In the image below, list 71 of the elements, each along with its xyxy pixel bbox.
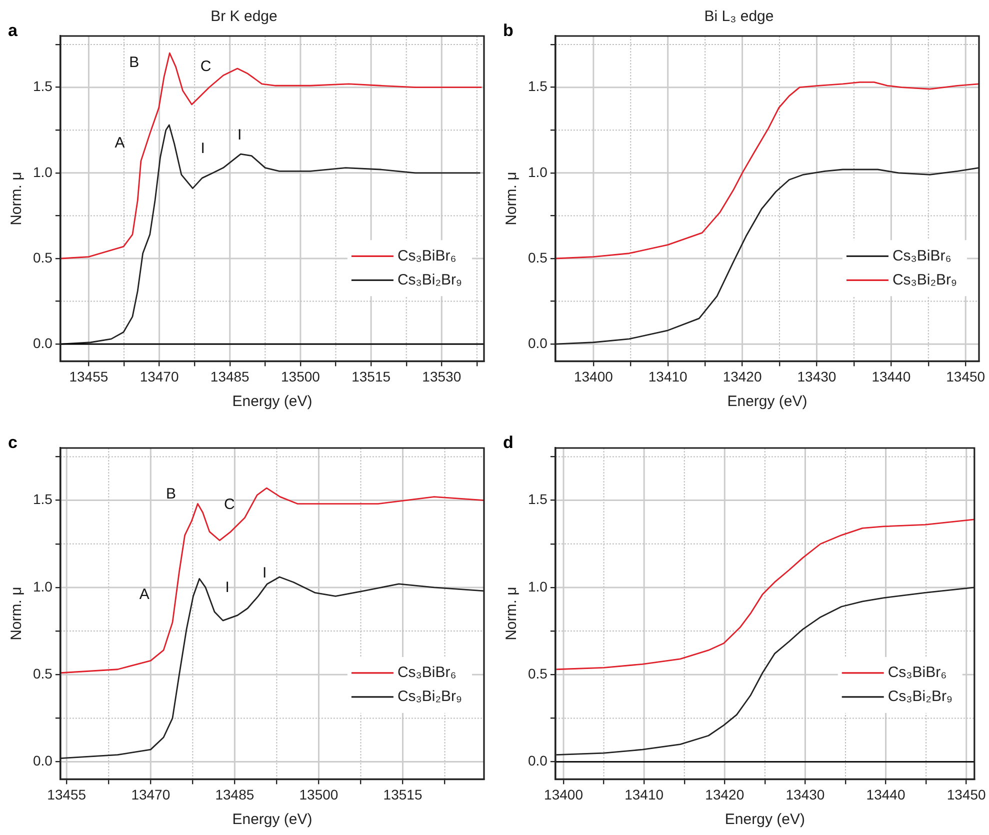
chart-title: Bi L₃ edge bbox=[704, 8, 774, 26]
y-axis-title: Norm. μ bbox=[503, 586, 520, 640]
x-tick-label: 13410 bbox=[648, 368, 688, 384]
y-tick-label: 0.0 bbox=[528, 334, 548, 351]
annotation: B bbox=[129, 54, 140, 71]
x-axis-title: Energy (eV) bbox=[232, 811, 312, 828]
y-tick-label: 0.5 bbox=[528, 249, 548, 266]
x-tick-label: 13440 bbox=[866, 786, 906, 802]
x-axis-title: Energy (eV) bbox=[232, 393, 312, 410]
annotation: A bbox=[139, 586, 150, 603]
annotation: A bbox=[114, 134, 125, 152]
y-axis-title: Norm. μ bbox=[8, 586, 26, 640]
y-tick-label: 0.5 bbox=[32, 249, 53, 266]
x-tick-label: 13455 bbox=[47, 786, 86, 802]
annotation: I bbox=[225, 579, 230, 596]
annotation: C bbox=[200, 58, 212, 76]
x-axis-title: Energy (eV) bbox=[724, 811, 805, 828]
x-tick-label: 13430 bbox=[786, 786, 825, 802]
x-tick-label: 13485 bbox=[215, 786, 254, 802]
y-tick-label: 1.0 bbox=[528, 164, 548, 180]
chart-title: Br K edge bbox=[210, 8, 278, 26]
annotation: I bbox=[262, 564, 267, 582]
x-tick-label: 13470 bbox=[140, 368, 179, 384]
y-tick-label: 1.5 bbox=[528, 78, 548, 94]
x-tick-label: 13430 bbox=[797, 368, 836, 384]
y-tick-label: 1.0 bbox=[32, 164, 53, 180]
annotation: I bbox=[238, 126, 242, 144]
x-tick-label: 13515 bbox=[352, 368, 391, 384]
y-tick-label: 0.0 bbox=[32, 334, 53, 351]
y-tick-label: 1.0 bbox=[32, 578, 53, 594]
y-tick-label: 0.0 bbox=[528, 752, 548, 769]
y-axis-title: Norm. μ bbox=[8, 172, 26, 226]
y-tick-label: 0.5 bbox=[528, 665, 548, 682]
legend-label: Cs₃Bi₂Br₉ bbox=[888, 688, 952, 706]
x-tick-label: 13410 bbox=[624, 786, 664, 802]
y-axis-title: Norm. μ bbox=[503, 172, 520, 226]
x-tick-label: 13440 bbox=[872, 368, 911, 384]
x-tick-label: 13515 bbox=[383, 786, 422, 802]
annotation: B bbox=[166, 486, 176, 503]
y-tick-label: 1.5 bbox=[528, 491, 548, 508]
legend-label: Cs₃Bi₂Br₉ bbox=[397, 688, 462, 706]
x-tick-label: 13450 bbox=[946, 786, 986, 802]
text: a bbox=[8, 21, 18, 40]
text: b bbox=[503, 21, 514, 40]
legend-label: Cs₃Bi₂Br₉ bbox=[892, 271, 958, 288]
legend-label: Cs₃BiBr₆ bbox=[888, 664, 947, 682]
annotation: C bbox=[224, 496, 236, 514]
x-tick-label: 13530 bbox=[422, 368, 462, 384]
legend-label: Cs₃BiBr₆ bbox=[397, 664, 456, 682]
x-tick-label: 13400 bbox=[544, 786, 584, 802]
y-tick-label: 0.0 bbox=[32, 752, 53, 769]
text: c bbox=[8, 433, 18, 452]
x-tick-label: 13485 bbox=[210, 368, 250, 384]
annotation: I bbox=[200, 140, 205, 157]
text: d bbox=[503, 433, 514, 452]
x-tick-label: 13500 bbox=[281, 368, 320, 384]
y-tick-label: 1.5 bbox=[32, 78, 53, 94]
x-axis-title: Energy (eV) bbox=[727, 393, 808, 410]
y-tick-label: 1.0 bbox=[528, 578, 548, 594]
legend-label: Cs₃BiBr₆ bbox=[397, 247, 456, 264]
y-tick-label: 0.5 bbox=[32, 665, 53, 682]
x-tick-label: 13450 bbox=[946, 368, 986, 384]
legend-label: Cs₃Bi₂Br₉ bbox=[397, 271, 462, 288]
x-tick-label: 13420 bbox=[722, 368, 762, 384]
x-tick-label: 13420 bbox=[705, 786, 744, 802]
x-tick-label: 13455 bbox=[69, 368, 108, 384]
y-tick-label: 1.5 bbox=[32, 491, 53, 508]
legend-label: Cs₃BiBr₆ bbox=[892, 247, 952, 264]
x-tick-label: 13500 bbox=[299, 786, 338, 802]
x-tick-label: 13470 bbox=[131, 786, 170, 802]
x-tick-label: 13400 bbox=[574, 368, 614, 384]
